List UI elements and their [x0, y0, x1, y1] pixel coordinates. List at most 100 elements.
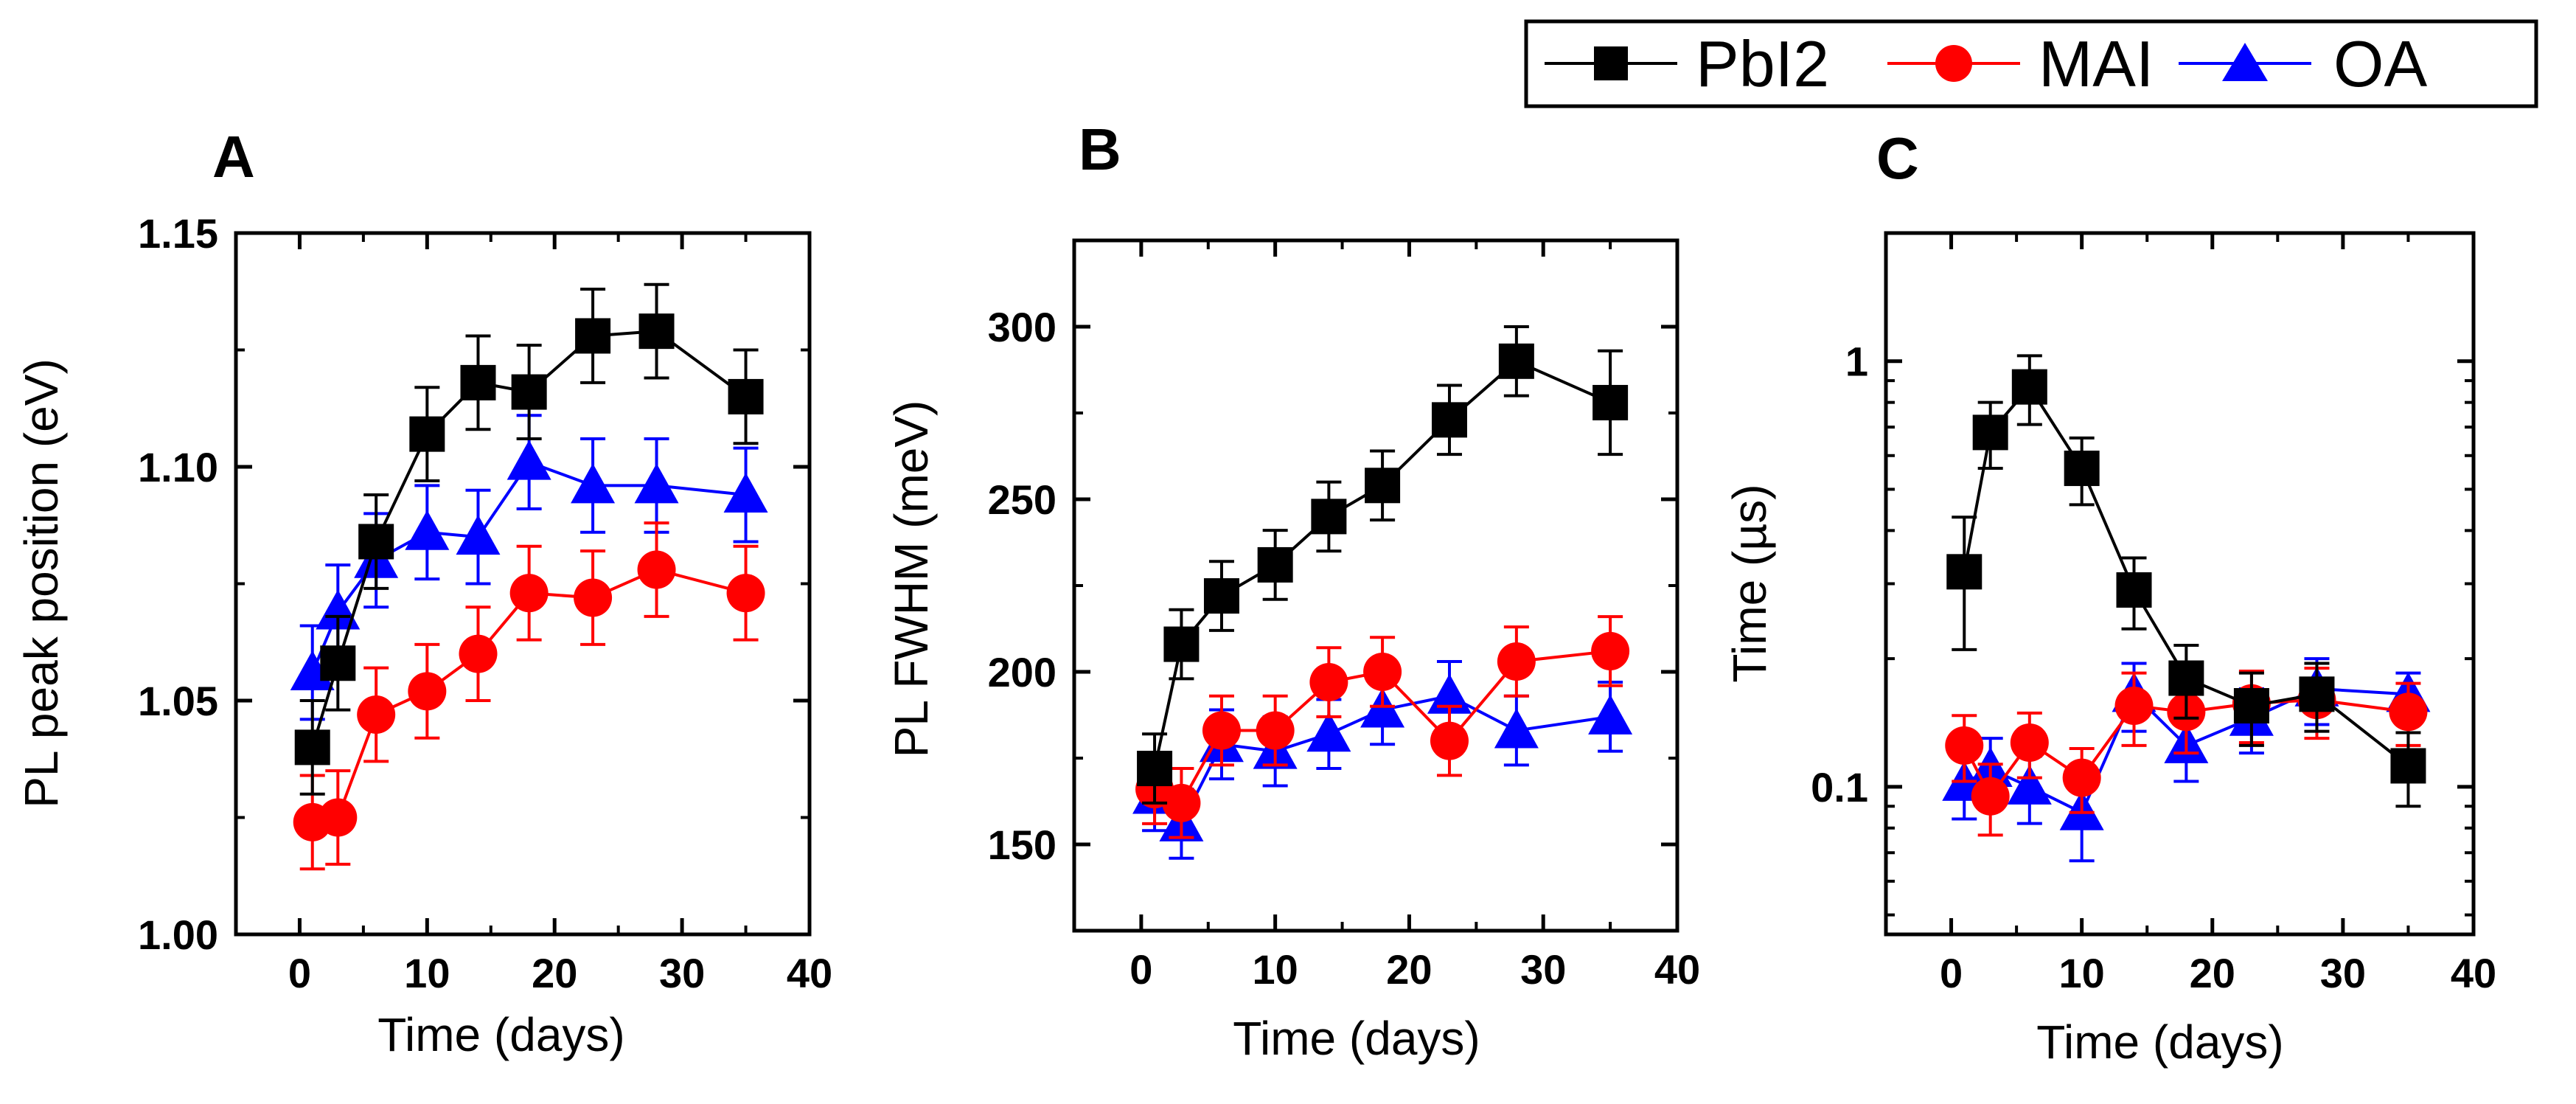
x-tick-label: 20 [532, 950, 577, 996]
y-axis-label: PL peak position (eV) [15, 358, 68, 808]
data-point [728, 378, 764, 414]
data-point [2011, 369, 2047, 405]
legend: PbI2 MAI OA [1524, 19, 2538, 108]
data-point [1945, 726, 1984, 765]
series-pbi2 [1137, 325, 1629, 805]
x-tick-label: 30 [659, 950, 705, 996]
y-tick-label: 1.15 [138, 210, 218, 257]
data-point [1592, 384, 1629, 420]
x-axis-label: Time (days) [377, 1008, 624, 1061]
data-point [409, 416, 445, 452]
data-point [1427, 673, 1472, 714]
y-tick-label: 250 [988, 476, 1056, 523]
legend-item-pbi2: PbI2 [1545, 27, 1829, 100]
legend-item-mai: MAI [1887, 27, 2154, 100]
data-point [408, 672, 447, 711]
data-point [723, 473, 768, 513]
data-point [2114, 687, 2154, 726]
data-point [726, 574, 765, 613]
x-tick-label: 20 [1386, 946, 1432, 993]
data-point [2390, 748, 2426, 784]
data-point [1497, 642, 1536, 681]
x-tick-label: 10 [1253, 946, 1298, 993]
data-point [1137, 751, 1173, 787]
series-mai [293, 521, 765, 871]
data-point [574, 578, 613, 617]
data-point [460, 364, 496, 400]
data-point [2233, 688, 2269, 724]
data-point [1162, 783, 1201, 822]
legend-marker-pbi2 [1594, 46, 1628, 80]
x-axis-label: Time (days) [2036, 1016, 2283, 1069]
data-point [511, 374, 547, 410]
x-tick-label: 40 [2451, 950, 2496, 996]
data-point [294, 729, 330, 765]
data-point [1946, 554, 1983, 590]
data-point [1591, 631, 1630, 670]
x-tick-label: 0 [1129, 946, 1152, 993]
data-point [1202, 711, 1241, 750]
data-point [1365, 468, 1401, 504]
data-point [456, 515, 501, 555]
data-point [318, 798, 358, 837]
data-point [357, 695, 396, 735]
data-point [1494, 708, 1539, 749]
legend-label-pbi2: PbI2 [1696, 27, 1829, 100]
data-point [638, 313, 675, 350]
data-point [571, 463, 616, 504]
y-tick-label: 1.10 [138, 444, 218, 490]
data-point [2389, 692, 2428, 732]
y-tick-label: 1 [1845, 339, 1868, 385]
data-point [1972, 414, 2008, 451]
legend-box [1524, 19, 2538, 108]
panel-letter: B [1079, 117, 1121, 182]
data-point [405, 510, 450, 550]
plot-frame [1072, 238, 1679, 933]
y-tick-label: 0.1 [1811, 764, 1868, 810]
data-point [316, 589, 361, 630]
series-pbi2 [1946, 354, 2426, 808]
legend-marker-oa [2222, 43, 2268, 81]
x-tick-label: 30 [2320, 950, 2366, 996]
data-point [1163, 626, 1200, 662]
data-point [320, 645, 356, 681]
data-point [1256, 711, 1295, 750]
panel-a: A 0 10 20 30 401.001.051.101.15 Time (days) … [15, 124, 832, 1061]
data-point [637, 550, 676, 589]
x-tick-label: 30 [1520, 946, 1566, 993]
panel-letter: C [1876, 125, 1919, 191]
y-tick-label: 150 [988, 822, 1056, 868]
data-point [358, 524, 394, 560]
data-point [2010, 723, 2049, 762]
data-point [1363, 653, 1402, 691]
x-tick-label: 20 [2190, 950, 2235, 996]
x-tick-label: 40 [787, 950, 832, 996]
data-point [2116, 572, 2152, 608]
data-point [1311, 499, 1347, 535]
legend-label-mai: MAI [2039, 27, 2154, 100]
data-point [507, 440, 551, 480]
data-point [2064, 451, 2100, 487]
data-point [1431, 402, 1467, 438]
series-oa [290, 414, 768, 721]
data-point [459, 634, 498, 673]
y-tick-label: 1.05 [138, 678, 218, 724]
y-tick-label: 200 [988, 649, 1056, 695]
data-point [1971, 777, 2010, 816]
data-point [1309, 663, 1348, 702]
x-tick-label: 0 [288, 950, 311, 996]
x-axis-label: Time (days) [1233, 1012, 1480, 1065]
panel-c: C 0 10 20 30 40 0.1 1 Time (days) Time (µs) [1723, 125, 2496, 1069]
legend-marker-mai [1935, 45, 1972, 82]
legend-item-oa: OA [2179, 27, 2427, 100]
data-point [1430, 721, 1469, 760]
data-point [1203, 578, 1239, 614]
data-point [2062, 758, 2101, 797]
legend-label-oa: OA [2333, 27, 2427, 100]
series-pbi2 [294, 282, 764, 796]
data-point [1498, 343, 1534, 379]
data-point [1306, 712, 1351, 752]
panel-letter: A [212, 124, 255, 190]
y-axis-label: Time (µs) [1723, 484, 1776, 682]
